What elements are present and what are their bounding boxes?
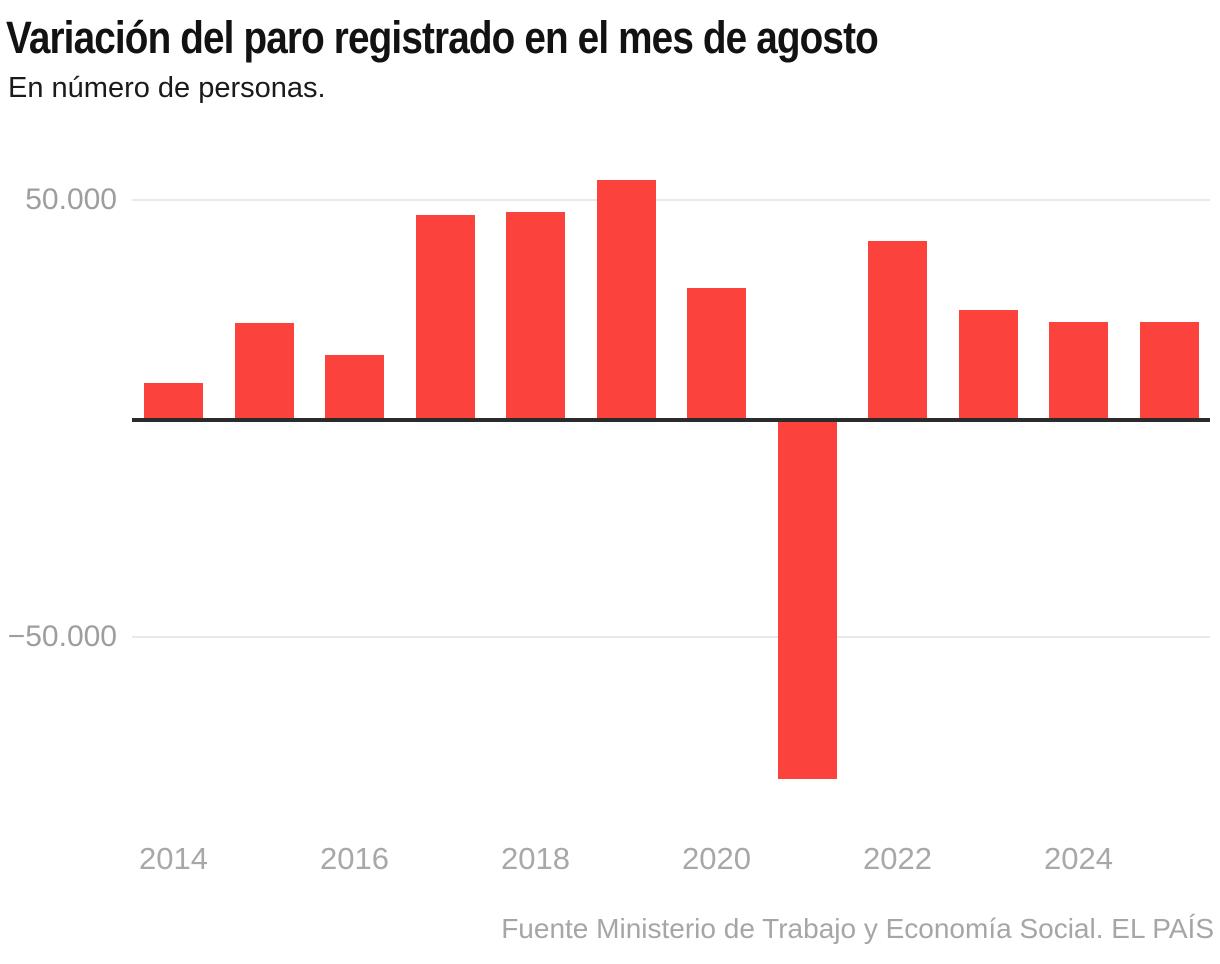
bar-2017: [415, 215, 475, 418]
bar-2021: [777, 422, 837, 779]
x-axis-zero-line: [132, 418, 1210, 422]
bar-2023: [958, 309, 1018, 418]
chart-title: Variación del paro registrado en el mes …: [6, 12, 879, 63]
chart-subtitle: En número de personas.: [8, 72, 326, 104]
x-axis-label-2020: 2020: [682, 841, 751, 876]
y-axis-label-50000: 50.000: [25, 182, 117, 216]
x-axis-label-2014: 2014: [139, 841, 208, 876]
bar-2025: [1139, 322, 1199, 418]
source-credit: Fuente Ministerio de Trabajo y Economía …: [501, 913, 1214, 944]
x-axis-label-2018: 2018: [501, 841, 570, 876]
bar-2018: [506, 212, 565, 418]
bar-2022: [868, 241, 927, 418]
bar-2019: [596, 180, 656, 418]
bar-2014: [144, 382, 203, 418]
bar-2020: [687, 287, 746, 418]
gridline--50000: [132, 635, 1210, 638]
x-axis-label-2024: 2024: [1044, 841, 1113, 876]
x-axis-label-2022: 2022: [863, 841, 932, 876]
bar-2024: [1049, 322, 1108, 418]
bar-2015: [234, 323, 294, 418]
x-axis-label-2016: 2016: [320, 841, 389, 876]
y-axis-label--50000: −50.000: [7, 619, 117, 653]
gridline-50000: [132, 198, 1210, 201]
bar-2016: [325, 354, 384, 418]
